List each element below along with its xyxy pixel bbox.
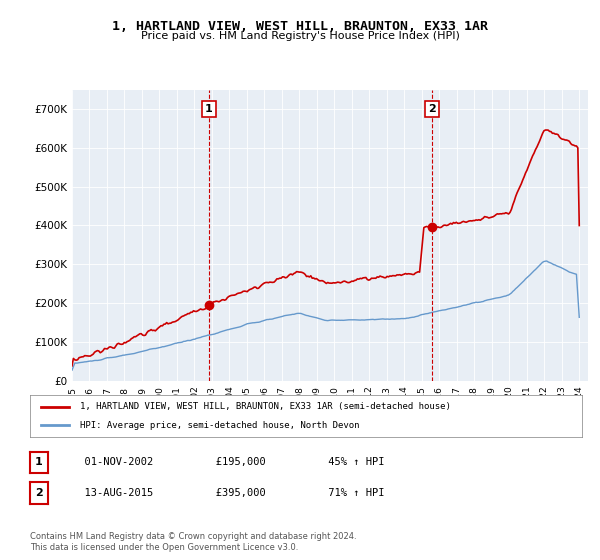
Text: 01-NOV-2002          £195,000          45% ↑ HPI: 01-NOV-2002 £195,000 45% ↑ HPI	[72, 458, 385, 468]
Text: 1: 1	[35, 458, 43, 468]
Text: Contains HM Land Registry data © Crown copyright and database right 2024.
This d: Contains HM Land Registry data © Crown c…	[30, 532, 356, 552]
Text: Price paid vs. HM Land Registry's House Price Index (HPI): Price paid vs. HM Land Registry's House …	[140, 31, 460, 41]
Text: 13-AUG-2015          £395,000          71% ↑ HPI: 13-AUG-2015 £395,000 71% ↑ HPI	[72, 488, 385, 498]
Text: 1, HARTLAND VIEW, WEST HILL, BRAUNTON, EX33 1AR (semi-detached house): 1, HARTLAND VIEW, WEST HILL, BRAUNTON, E…	[80, 402, 451, 411]
Text: 2: 2	[35, 488, 43, 498]
Text: HPI: Average price, semi-detached house, North Devon: HPI: Average price, semi-detached house,…	[80, 421, 359, 430]
Text: 1, HARTLAND VIEW, WEST HILL, BRAUNTON, EX33 1AR: 1, HARTLAND VIEW, WEST HILL, BRAUNTON, E…	[112, 20, 488, 32]
Text: 1: 1	[205, 104, 213, 114]
Text: 2: 2	[428, 104, 436, 114]
